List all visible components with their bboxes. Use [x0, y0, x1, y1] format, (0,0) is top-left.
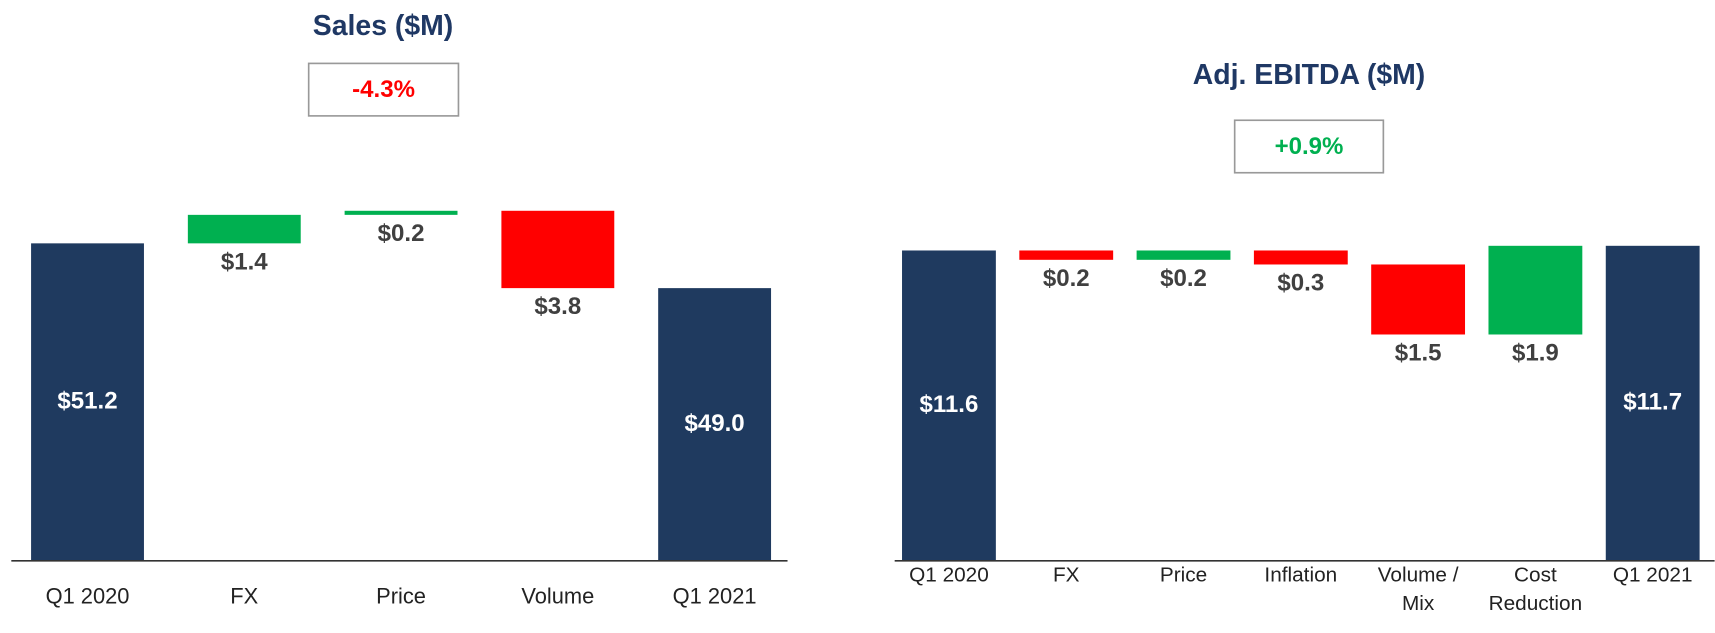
- x-tick-label: Q1 2020: [909, 564, 989, 588]
- bar: [658, 288, 772, 561]
- bar: [1019, 250, 1114, 260]
- x-tick-label: FX: [230, 584, 259, 609]
- x-tick-label: Volume: [521, 584, 595, 609]
- x-label-box: Cost Reduction: [1488, 564, 1583, 616]
- x-tick-label: Q1 2020: [45, 584, 130, 609]
- bar: [1253, 250, 1348, 265]
- value-label: $0.2: [1160, 265, 1207, 292]
- value-label: $11.6: [920, 391, 979, 418]
- bar: [902, 250, 996, 561]
- bar: [1136, 250, 1231, 260]
- value-label: $49.0: [685, 410, 745, 437]
- chart-title: Sales ($M): [313, 10, 454, 42]
- value-label: $11.7: [1623, 389, 1682, 416]
- x-tick-label: Q1 2021: [1612, 564, 1693, 588]
- x-label-box: Price: [1159, 564, 1208, 588]
- bar: [1605, 245, 1700, 561]
- value-label: $1.4: [221, 248, 268, 275]
- x-label-box: Volume: [521, 584, 595, 609]
- value-label: $0.3: [1277, 270, 1324, 297]
- x-tick-label: Price: [1159, 564, 1208, 588]
- waterfall-chart: Adj. EBITDA ($M) +0.9% $11.6 Q1 2020 $0.2 FX $…: [894, 59, 1715, 616]
- value-label: $0.2: [1043, 265, 1090, 292]
- x-label-box: FX: [1052, 564, 1080, 588]
- x-tick-label: Volume / Mix: [1377, 564, 1459, 616]
- x-label-box: Q1 2020: [45, 584, 130, 609]
- x-label-box: FX: [230, 584, 259, 609]
- x-label-box: Q1 2020: [909, 564, 989, 588]
- value-label: $51.2: [57, 387, 117, 414]
- value-label: $1.9: [1512, 340, 1559, 367]
- x-tick-label: Inflation: [1264, 564, 1338, 588]
- x-label-box: Price: [376, 584, 426, 609]
- x-label-box: Q1 2021: [672, 584, 757, 609]
- x-label-box: Q1 2021: [1612, 564, 1693, 588]
- bar: [187, 214, 301, 244]
- bar: [1488, 245, 1583, 335]
- chart-title: Adj. EBITDA ($M): [1193, 59, 1426, 91]
- annotation: -4.3%: [352, 76, 415, 103]
- value-label: $0.2: [378, 220, 425, 247]
- x-tick-label: Price: [376, 584, 426, 609]
- bar: [344, 210, 458, 215]
- bar: [31, 243, 144, 561]
- x-label-box: Inflation: [1264, 564, 1338, 588]
- annotation-box: [1233, 119, 1385, 174]
- bar: [501, 210, 615, 289]
- x-label-box: Volume / Mix: [1377, 564, 1459, 616]
- value-label: $3.8: [534, 293, 581, 320]
- bar: [1371, 264, 1466, 335]
- x-tick-label: FX: [1052, 564, 1080, 588]
- x-tick-label: Cost Reduction: [1488, 564, 1583, 616]
- x-tick-label: Q1 2021: [672, 584, 757, 609]
- annotation: +0.9%: [1275, 133, 1344, 160]
- annotation-box: [307, 62, 460, 117]
- value-label: $1.5: [1395, 340, 1442, 367]
- waterfall-chart: Sales ($M) -4.3% $51.2 Q1 2020 $1.4 FX $0.2 Pri…: [11, 10, 788, 609]
